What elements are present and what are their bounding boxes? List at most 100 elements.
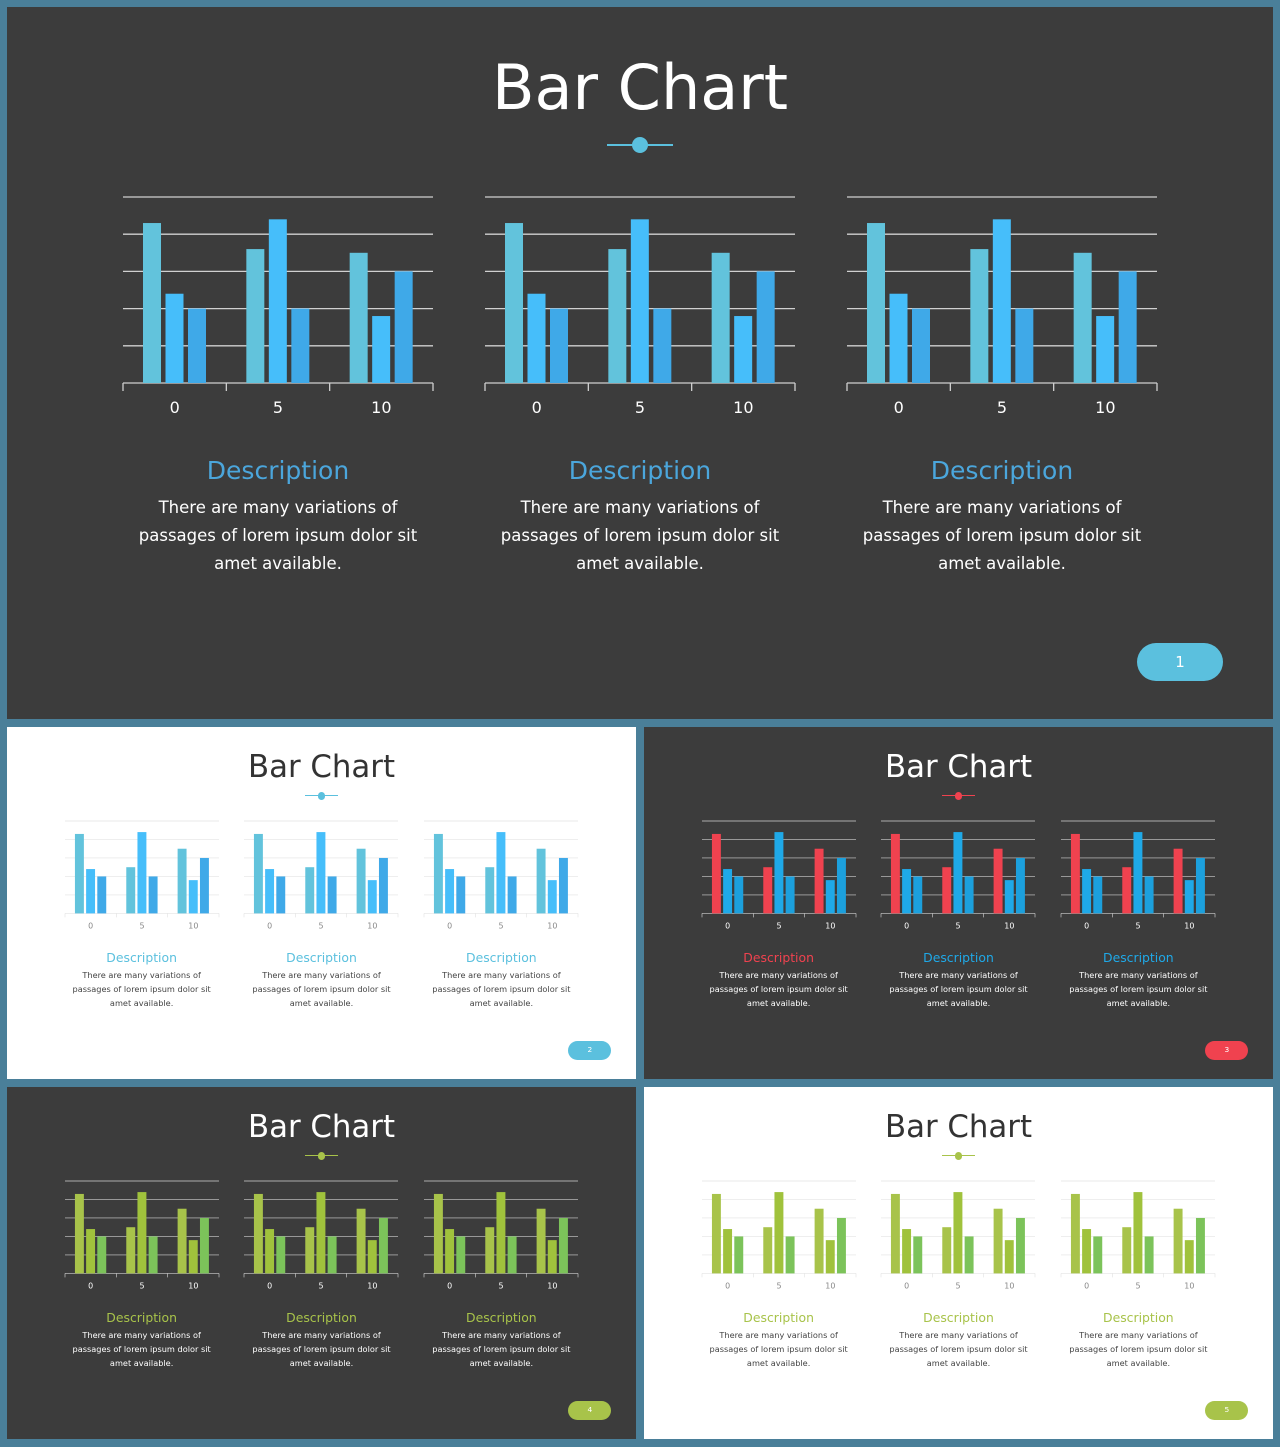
slide-title: Bar Chart (491, 51, 789, 124)
bar-cat-10-series-1 (357, 1209, 367, 1274)
bar-cat-5-series-2 (496, 832, 506, 914)
bar-cat-5-series-2 (316, 832, 326, 914)
page-number-button[interactable]: 5 (1205, 1401, 1249, 1421)
x-tick-label: 10 (368, 1282, 378, 1291)
bar-cat-0-series-2 (722, 869, 732, 914)
bar-cat-5-series-2 (774, 1192, 784, 1274)
description-title: Description (106, 1309, 177, 1325)
x-tick-label: 0 (88, 1282, 93, 1291)
description-block: Description There are many variations of … (1059, 950, 1218, 1011)
x-tick-label: 10 (1005, 1282, 1015, 1291)
description-text: There are many variations of passages of… (889, 1329, 1028, 1368)
bar-cat-0-series-1 (505, 223, 523, 383)
page-number-button[interactable]: 1 (1137, 643, 1223, 681)
bar-chart-svg: 0 5 10 (1061, 1181, 1216, 1291)
bar-chart: 0 5 10 (1061, 821, 1216, 933)
description-block: Description There are many variations of … (879, 950, 1038, 1011)
bar-cat-5-series-1 (305, 867, 315, 914)
bar-cat-0-series-2 (889, 293, 908, 383)
bar-cat-0-series-2 (265, 869, 275, 914)
title-underline-dot (632, 137, 648, 153)
bar-chart-svg: 0 5 10 (244, 1181, 399, 1291)
bar-chart: 0 5 10 (701, 1181, 856, 1293)
bar-cat-0-series-3 (733, 876, 743, 914)
slide-1: Bar Chart 0 5 10 Description There are many v… (7, 7, 1273, 719)
bar-chart: 0 5 10 (484, 196, 796, 423)
x-tick-label: 5 (997, 398, 1007, 417)
bar-cat-5-series-3 (965, 876, 975, 914)
description-block: Description There are many variations of … (62, 1310, 221, 1371)
bar-cat-0-series-3 (1093, 1236, 1103, 1274)
bar-cat-5-series-3 (328, 876, 338, 914)
page-number-button[interactable]: 2 (568, 1041, 612, 1061)
bar-cat-5-series-1 (485, 1227, 495, 1274)
x-tick-label: 0 (1084, 922, 1089, 931)
x-tick-label: 10 (825, 1282, 835, 1291)
bar-cat-10-series-1 (536, 849, 546, 914)
slide-2: Bar Chart 0 5 10 Description There are many v… (7, 727, 636, 1079)
bar-cat-5-series-1 (608, 249, 627, 383)
x-tick-label: 0 (447, 1282, 452, 1291)
description-title: Description (466, 1309, 537, 1325)
bar-cat-10-series-1 (349, 252, 368, 383)
description-block: Description There are many variations of … (118, 455, 438, 578)
description-text: There are many variations of passages of… (709, 1329, 848, 1368)
bar-chart: 0 5 10 (846, 196, 1158, 423)
bar-chart: 0 5 10 (64, 821, 219, 933)
description-title: Description (286, 1309, 357, 1325)
slide-4: Bar Chart 0 5 10 Description There are many v… (7, 1087, 636, 1439)
description-text: There are many variations of passages of… (1069, 1329, 1208, 1368)
bar-cat-0-series-3 (1093, 876, 1103, 914)
bar-chart-svg: 0 5 10 (701, 821, 856, 931)
bar-cat-10-series-2 (368, 1240, 378, 1274)
x-tick-label: 5 (776, 922, 781, 931)
description-title: Description (930, 456, 1074, 485)
x-tick-label: 10 (1185, 922, 1195, 931)
x-tick-label: 10 (1095, 398, 1115, 417)
page-number-button[interactable]: 3 (1205, 1041, 1249, 1061)
bar-chart: 0 5 10 (424, 821, 579, 933)
x-tick-label: 10 (368, 922, 378, 931)
bar-cat-5-series-2 (992, 219, 1011, 383)
bar-cat-10-series-3 (1196, 858, 1206, 914)
bar-cat-5-series-2 (1133, 1192, 1143, 1274)
description-block: Description There are many variations of … (62, 950, 221, 1011)
bar-cat-0-series-1 (254, 834, 264, 914)
page-number-button[interactable]: 4 (568, 1401, 612, 1421)
bar-cat-5-series-2 (137, 1192, 147, 1274)
bar-cat-5-series-3 (507, 1236, 517, 1274)
title-underline-deco (942, 1151, 975, 1160)
bar-cat-10-series-1 (994, 849, 1004, 914)
slide-title: Bar Chart (247, 1108, 396, 1145)
description-title: Description (1103, 949, 1174, 965)
x-tick-label: 10 (188, 1282, 198, 1291)
x-tick-label: 0 (894, 398, 904, 417)
bar-cat-10-series-3 (836, 1218, 846, 1274)
bar-cat-10-series-3 (756, 271, 775, 383)
x-tick-label: 5 (1136, 1282, 1141, 1291)
description-block: Description There are many variations of … (242, 950, 401, 1011)
bar-cat-5-series-1 (762, 1227, 772, 1274)
description-block: Description There are many variations of … (480, 455, 800, 578)
bar-cat-5-series-2 (268, 219, 287, 383)
bar-cat-10-series-3 (1118, 271, 1137, 383)
x-tick-label: 10 (733, 398, 753, 417)
bar-cat-0-series-1 (74, 1194, 84, 1274)
title-underline-deco (942, 791, 975, 800)
bar-cat-5-series-1 (305, 1227, 315, 1274)
x-tick-label: 0 (905, 1282, 910, 1291)
bar-chart-svg: 0 5 10 (64, 1181, 219, 1291)
description-block: Description There are many variations of … (879, 1310, 1038, 1371)
bar-cat-5-series-3 (785, 876, 795, 914)
bar-cat-10-series-2 (188, 1240, 198, 1274)
bar-chart: 0 5 10 (122, 196, 434, 423)
bar-chart-svg: 0 5 10 (424, 821, 579, 931)
bar-cat-5-series-3 (965, 1236, 975, 1274)
bar-cat-10-series-1 (1173, 849, 1183, 914)
slide-3: Bar Chart 0 5 10 Description There are many v… (644, 727, 1273, 1079)
description-block: Description There are many variations of … (842, 455, 1162, 578)
description-block: Description There are many variations of … (699, 950, 858, 1011)
description-text: There are many variations of passages of… (252, 969, 391, 1008)
bar-chart-svg: 0 5 10 (122, 196, 434, 417)
bar-cat-10-series-2 (548, 880, 558, 914)
